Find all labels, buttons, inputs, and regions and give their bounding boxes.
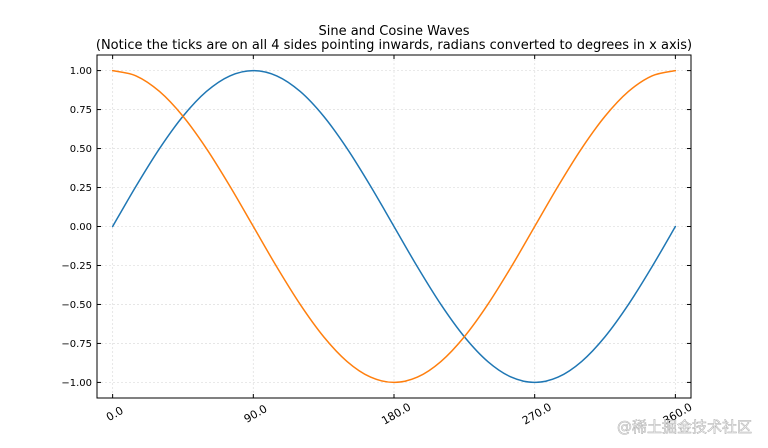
y-tick-label: 1.00 [70, 66, 92, 77]
series-line-1 [111, 69, 677, 384]
y-tick-label: −0.25 [61, 261, 92, 272]
grid-layer [97, 55, 691, 398]
y-tick-label: −0.75 [61, 339, 92, 350]
chart-title: Sine and Cosine Waves [318, 24, 469, 39]
y-tick-label: 0.50 [70, 144, 92, 155]
y-tick-label: 0.75 [70, 105, 92, 116]
ticks-layer [97, 55, 691, 398]
series-line-0 [111, 69, 677, 384]
x-tick-label: 180.0 [379, 400, 413, 427]
series-layer [111, 69, 677, 384]
y-tick-label: −0.50 [61, 300, 92, 311]
chart-subtitle: (Notice the ticks are on all 4 sides poi… [96, 38, 692, 53]
x-tick-label: 0.0 [104, 404, 126, 424]
x-tick-labels: 0.0 90.0 180.0 270.0 360.0 [104, 400, 694, 427]
watermark-text: @稀土掘金技术社区 [617, 418, 752, 436]
x-tick-label: 270.0 [520, 400, 554, 427]
y-tick-label: 0.00 [70, 222, 92, 233]
x-tick-label: 90.0 [242, 402, 270, 426]
y-tick-label: −1.00 [61, 378, 92, 389]
y-tick-labels: 1.00 0.75 0.50 0.25 0.00 −0.25 −0.50 −0.75 −1.00 [61, 66, 92, 389]
y-tick-label: 0.25 [70, 183, 92, 194]
